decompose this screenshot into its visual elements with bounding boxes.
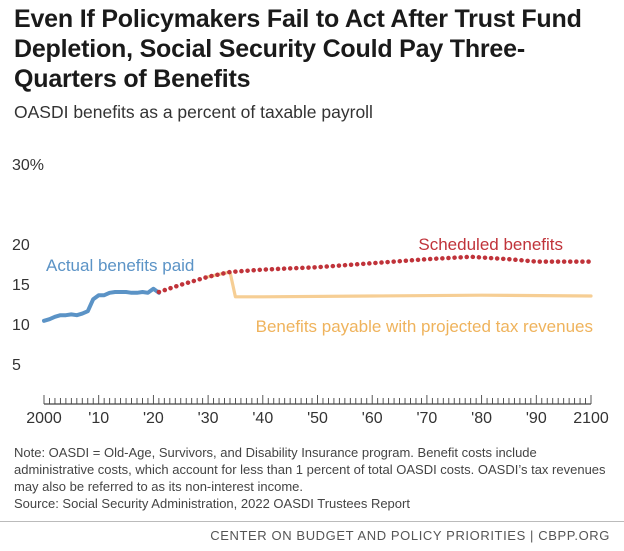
series-label: Benefits payable with projected tax reve…	[256, 317, 593, 336]
x-tick-label: '10	[88, 410, 109, 427]
x-tick-label: '40	[252, 410, 273, 427]
series-label: Actual benefits paid	[46, 256, 194, 275]
y-tick-label: 20	[12, 237, 30, 254]
x-tick-label: '30	[198, 410, 219, 427]
x-tick-label: '80	[471, 410, 492, 427]
x-tick-label: '20	[143, 410, 164, 427]
x-tick-label: '60	[362, 410, 383, 427]
footer-credit: CENTER ON BUDGET AND POLICY PRIORITIES |…	[210, 528, 610, 543]
chart-title: Even If Policymakers Fail to Act After T…	[14, 5, 582, 93]
series-line-1	[156, 254, 594, 295]
y-tick-label: 15	[12, 277, 30, 294]
y-tick-label: 10	[12, 317, 30, 334]
x-axis: 2000 '10 '20 '30 '40 '50 '60 '70 '80 '90 2100	[26, 395, 609, 427]
chart-source: Source: Social Security Administration, …	[14, 496, 410, 511]
footer-divider	[0, 521, 624, 522]
x-tick-label: 2000	[26, 410, 62, 427]
y-tick-label: 30%	[12, 157, 44, 174]
series-line-2	[206, 270, 593, 299]
series-layer	[42, 254, 594, 323]
annotation-layer: Actual benefits paid Scheduled benefits Be…	[46, 235, 593, 336]
series-label: Scheduled benefits	[418, 235, 563, 254]
chart-note: Note: OASDI = Old-Age, Survivors, and Di…	[14, 445, 606, 494]
y-axis-labels: 5 10 15 20 30%	[12, 157, 44, 374]
chart-subtitle: OASDI benefits as a percent of taxable p…	[14, 102, 373, 122]
x-tick-label: '70	[416, 410, 437, 427]
x-tick-label: '50	[307, 410, 328, 427]
x-tick-label: '90	[526, 410, 547, 427]
y-tick-label: 5	[12, 357, 21, 374]
x-tick-label: 2100	[573, 410, 609, 427]
series-line-0	[42, 286, 161, 323]
